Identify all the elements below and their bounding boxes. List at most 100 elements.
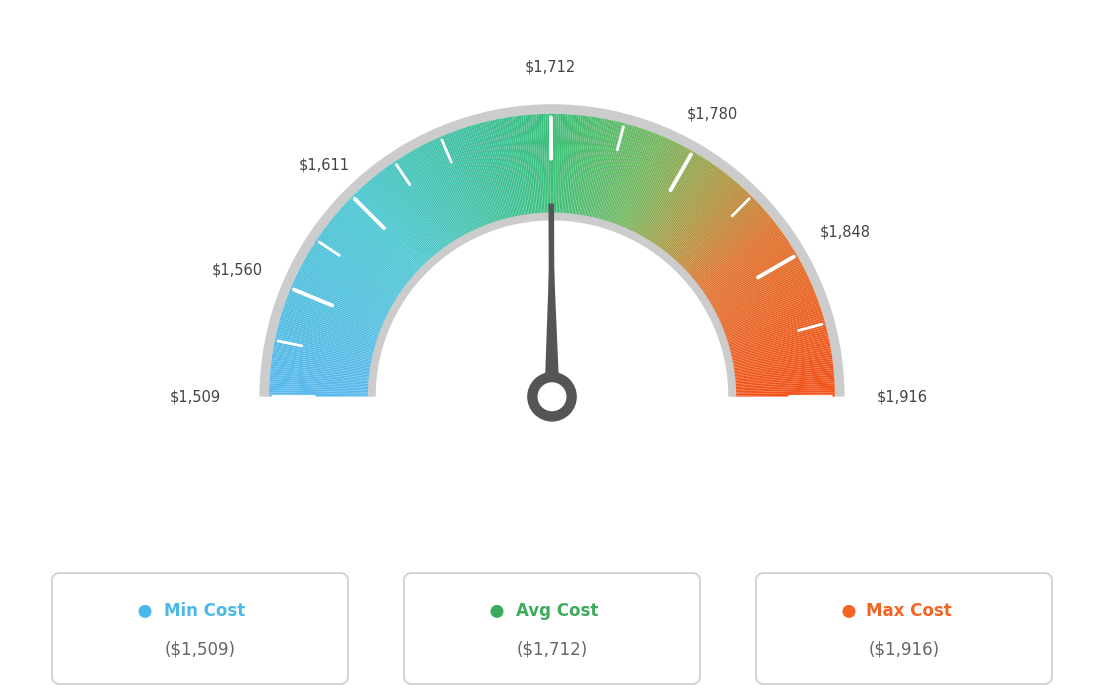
Wedge shape	[306, 255, 396, 308]
Wedge shape	[704, 247, 793, 303]
Wedge shape	[719, 293, 816, 332]
Wedge shape	[559, 114, 565, 217]
Wedge shape	[614, 131, 652, 229]
Circle shape	[538, 382, 566, 411]
Wedge shape	[270, 373, 373, 383]
Wedge shape	[272, 359, 374, 374]
Wedge shape	[450, 132, 489, 230]
Wedge shape	[436, 138, 479, 233]
Wedge shape	[349, 198, 424, 272]
Wedge shape	[552, 114, 554, 217]
Wedge shape	[730, 357, 832, 373]
Wedge shape	[719, 290, 815, 331]
Wedge shape	[731, 388, 835, 393]
Wedge shape	[659, 169, 722, 253]
Wedge shape	[712, 268, 805, 317]
Wedge shape	[633, 144, 680, 237]
Wedge shape	[731, 384, 835, 390]
Wedge shape	[595, 122, 623, 223]
Wedge shape	[269, 390, 373, 394]
Wedge shape	[729, 353, 831, 370]
Wedge shape	[294, 278, 389, 323]
Text: $1,780: $1,780	[687, 106, 739, 121]
Wedge shape	[578, 117, 596, 219]
Wedge shape	[506, 117, 524, 220]
Wedge shape	[652, 163, 713, 249]
Wedge shape	[274, 344, 375, 364]
Wedge shape	[564, 115, 574, 218]
Wedge shape	[316, 239, 403, 298]
Wedge shape	[530, 115, 540, 218]
Wedge shape	[587, 119, 609, 221]
Wedge shape	[308, 251, 399, 306]
Wedge shape	[432, 140, 477, 235]
Wedge shape	[566, 115, 576, 218]
Wedge shape	[716, 282, 811, 326]
Wedge shape	[526, 115, 537, 218]
Wedge shape	[335, 215, 415, 282]
Wedge shape	[288, 293, 385, 332]
Wedge shape	[414, 149, 466, 240]
Wedge shape	[645, 155, 700, 244]
Wedge shape	[563, 115, 572, 218]
Wedge shape	[700, 236, 786, 296]
Polygon shape	[544, 204, 560, 397]
Wedge shape	[272, 355, 374, 371]
Wedge shape	[602, 125, 633, 225]
Wedge shape	[471, 125, 502, 225]
Text: ($1,916): ($1,916)	[869, 640, 940, 658]
Wedge shape	[731, 390, 835, 394]
Wedge shape	[628, 141, 675, 235]
Wedge shape	[311, 247, 400, 303]
Wedge shape	[689, 213, 768, 282]
Wedge shape	[367, 181, 435, 262]
Wedge shape	[269, 388, 373, 393]
Wedge shape	[348, 200, 423, 273]
Wedge shape	[545, 114, 549, 217]
Wedge shape	[577, 117, 594, 219]
Wedge shape	[417, 147, 468, 239]
Circle shape	[138, 605, 151, 618]
Wedge shape	[326, 225, 410, 289]
Wedge shape	[679, 197, 754, 271]
Wedge shape	[714, 276, 809, 322]
Wedge shape	[651, 161, 711, 248]
Wedge shape	[344, 203, 422, 275]
Wedge shape	[355, 192, 428, 268]
Wedge shape	[582, 118, 601, 220]
Wedge shape	[698, 233, 784, 293]
Wedge shape	[596, 123, 625, 224]
Wedge shape	[460, 128, 496, 227]
Wedge shape	[337, 211, 416, 280]
Wedge shape	[649, 159, 708, 247]
Wedge shape	[721, 301, 819, 337]
Wedge shape	[558, 114, 563, 217]
Circle shape	[842, 605, 856, 618]
Wedge shape	[521, 115, 533, 219]
Wedge shape	[474, 124, 503, 224]
Wedge shape	[648, 158, 705, 246]
Wedge shape	[730, 362, 832, 375]
Wedge shape	[677, 194, 751, 269]
Wedge shape	[681, 200, 756, 273]
Wedge shape	[488, 121, 513, 222]
Wedge shape	[731, 370, 834, 382]
Wedge shape	[708, 257, 799, 309]
Wedge shape	[342, 205, 421, 276]
Wedge shape	[731, 366, 834, 378]
Wedge shape	[362, 186, 433, 264]
Wedge shape	[329, 221, 411, 287]
Wedge shape	[274, 346, 375, 366]
Wedge shape	[314, 244, 401, 301]
Wedge shape	[667, 179, 734, 259]
Wedge shape	[634, 145, 682, 237]
Wedge shape	[379, 172, 443, 255]
Wedge shape	[357, 190, 429, 267]
Wedge shape	[647, 157, 703, 245]
Wedge shape	[360, 188, 432, 265]
Wedge shape	[693, 221, 775, 287]
Wedge shape	[384, 168, 446, 253]
Wedge shape	[512, 117, 528, 219]
Wedge shape	[273, 353, 375, 370]
Wedge shape	[499, 119, 520, 221]
